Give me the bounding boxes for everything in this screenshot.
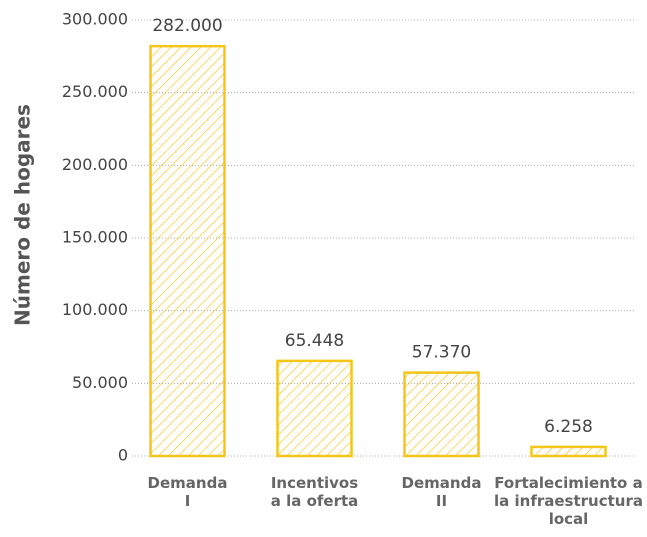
y-tick-label: 50.000 [72, 373, 128, 392]
value-label: 6.258 [544, 417, 593, 437]
y-tick-label: 100.000 [62, 300, 128, 319]
y-axis-label: Número de hogares [11, 104, 35, 326]
y-tick-label: 200.000 [62, 155, 128, 174]
x-tick-label: Incentivos a la oferta [270, 474, 359, 510]
bar [276, 359, 353, 458]
y-tick-label: 300.000 [62, 10, 128, 29]
x-tick-label: Demanda I [147, 474, 228, 510]
x-tick-label: Fortalecimiento a la infraestructura loc… [494, 474, 643, 528]
bar [403, 371, 480, 458]
value-label: 65.448 [285, 331, 344, 351]
y-tick-label: 250.000 [62, 82, 128, 101]
y-tick-label: 0 [118, 446, 128, 465]
bar [149, 44, 226, 458]
bar [530, 445, 607, 458]
y-tick-label: 150.000 [62, 228, 128, 247]
value-label: 282.000 [152, 16, 222, 36]
value-label: 57.370 [412, 343, 471, 363]
x-tick-label: Demanda II [401, 474, 482, 510]
